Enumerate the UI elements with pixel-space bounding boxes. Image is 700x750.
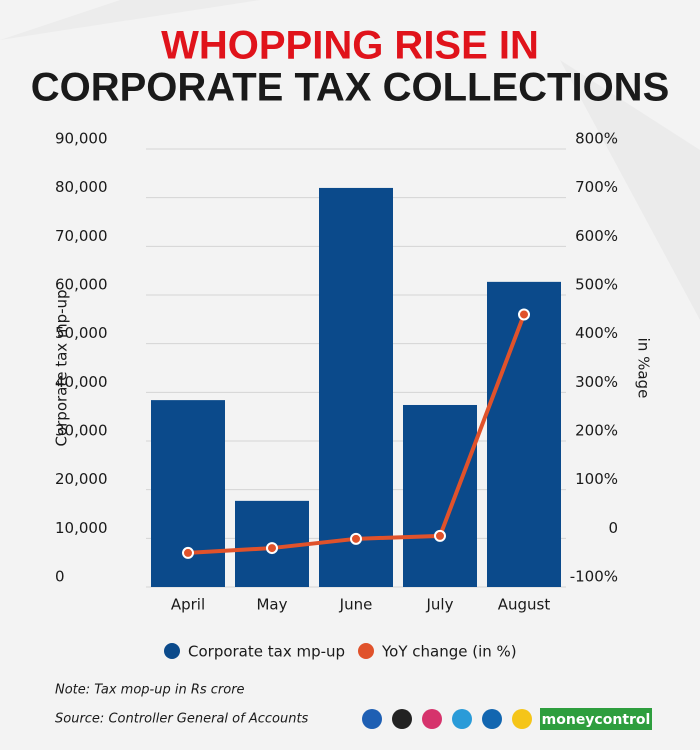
y2-tick-label: 400% (575, 324, 618, 342)
y2-tick-label: 0 (608, 519, 618, 537)
x-tick-label: May (256, 596, 287, 614)
icon (362, 709, 382, 729)
legend-swatch (164, 643, 180, 659)
y-tick-label: 10,000 (55, 519, 108, 537)
y-axis-label: Corporate tax mp-up (53, 289, 71, 446)
y-tick-label: 90,000 (55, 130, 108, 148)
bar (487, 281, 561, 587)
x-tick-label: June (339, 596, 373, 614)
line-point (518, 308, 530, 321)
chart-title: CORPORATE TAX COLLECTIONS (31, 66, 670, 110)
legend-label: Corporate tax mp-up (188, 643, 345, 661)
y-tick-label: 80,000 (55, 178, 108, 196)
y2-tick-label: 500% (575, 276, 618, 294)
chart-title-highlight: WHOPPING RISE IN (161, 24, 539, 68)
y2-tick-label: 100% (575, 470, 618, 488)
source: Source: Controller General of Accounts (55, 712, 309, 727)
y2-tick-label: 200% (575, 422, 618, 440)
y-tick-label: 30,000 (55, 422, 108, 440)
y2-tick-label: 700% (575, 178, 618, 196)
y-tick-label: 20,000 (55, 470, 108, 488)
y-tick-label: 50,000 (55, 324, 108, 342)
y2-axis-label: in %age (635, 338, 653, 399)
icon (512, 709, 532, 729)
bar (151, 400, 225, 587)
bar (403, 404, 477, 587)
social-icons (362, 709, 532, 729)
bar (319, 187, 393, 587)
brand-box (540, 708, 652, 730)
legend-swatch (358, 643, 374, 659)
icon (482, 709, 502, 729)
y2-tick-label: -100% (570, 568, 618, 586)
background-shape (0, 0, 260, 40)
line-point (266, 542, 278, 555)
y-tick-label: 60,000 (55, 276, 108, 294)
note: Note: Tax mop-up in Rs crore (55, 683, 245, 698)
background-shape (560, 60, 700, 320)
y2-tick-label: 300% (575, 373, 618, 391)
x-tick-label: April (171, 596, 205, 614)
x-tick-label: July (426, 596, 454, 614)
line-point (434, 529, 446, 542)
y2-tick-label: 800% (575, 130, 618, 148)
brand: moneycontrol (542, 712, 651, 728)
icon (422, 709, 442, 729)
line-point (350, 532, 362, 545)
icon (392, 709, 412, 729)
y-tick-label: 70,000 (55, 227, 108, 245)
x-tick-label: August (498, 596, 551, 614)
y-tick-label: 0 (55, 568, 65, 586)
legend-label: YoY change (in %) (381, 643, 517, 661)
icon (452, 709, 472, 729)
y2-tick-label: 600% (575, 227, 618, 245)
y-tick-label: 40,000 (55, 373, 108, 391)
line-point (182, 546, 194, 559)
